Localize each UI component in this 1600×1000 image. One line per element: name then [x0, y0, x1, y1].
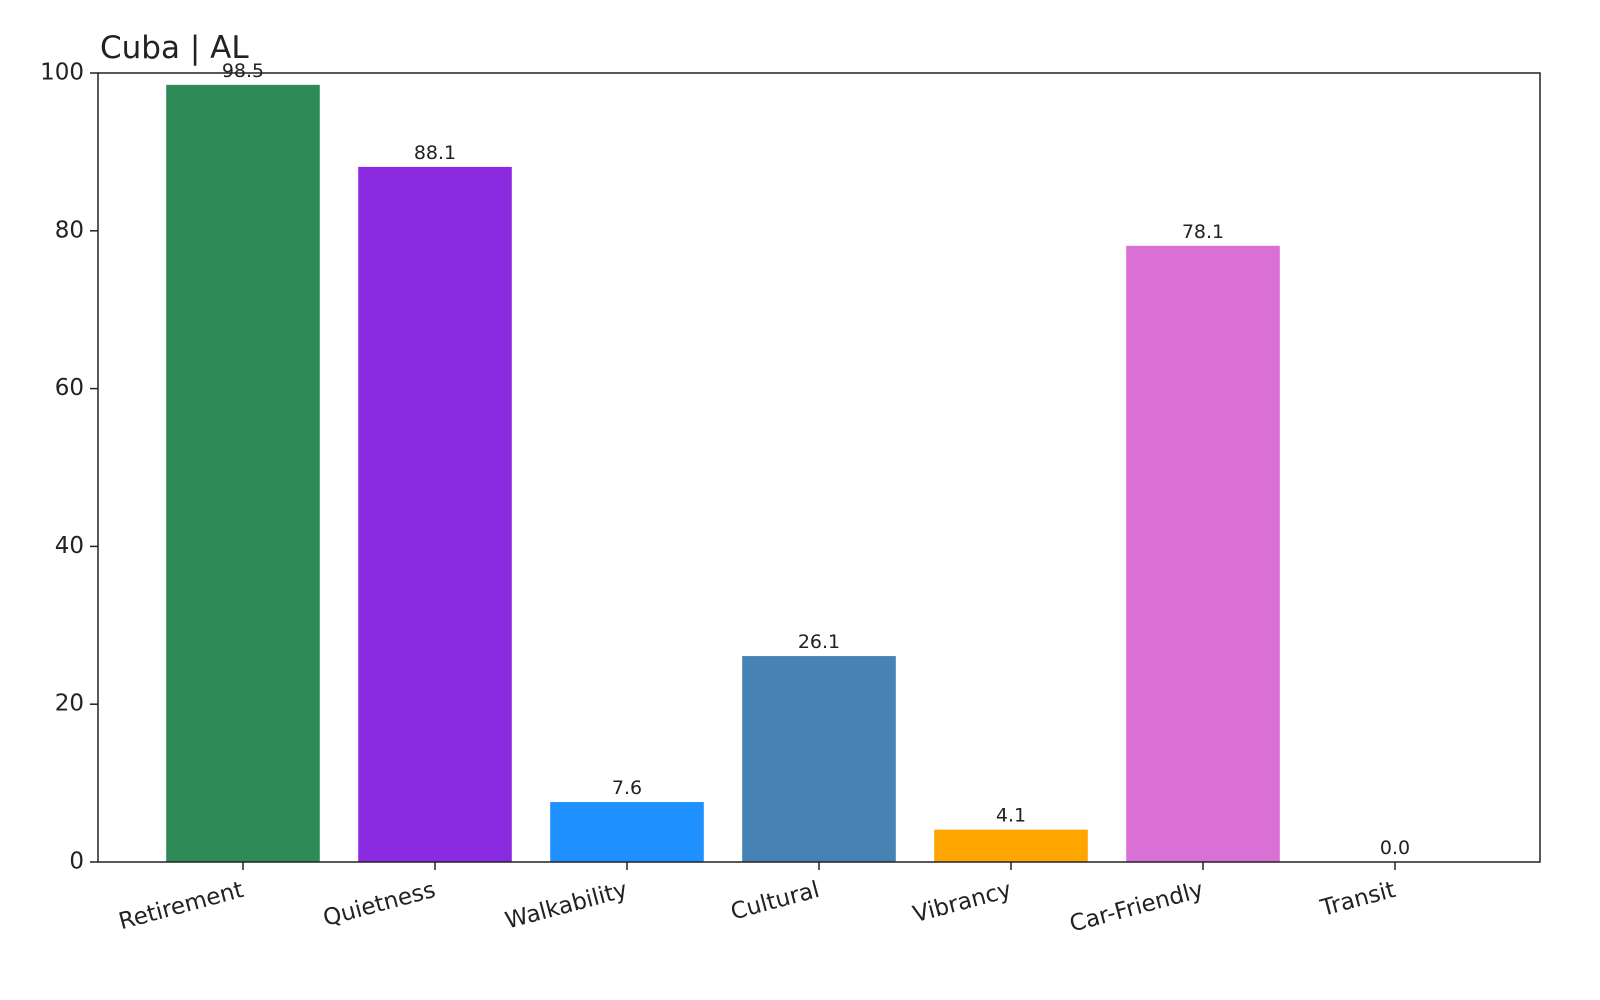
chart-title: Cuba | AL	[100, 30, 249, 66]
value-label: 88.1	[414, 142, 456, 164]
y-tick-label: 0	[69, 849, 84, 875]
bar	[358, 166, 512, 863]
x-tick-label: Transit	[1317, 877, 1398, 922]
y-tick-label: 60	[55, 375, 84, 401]
bar	[1126, 245, 1280, 862]
bar	[166, 84, 320, 862]
x-tick-label: Walkability	[503, 877, 631, 935]
value-label: 26.1	[798, 631, 840, 653]
value-label: 98.5	[222, 60, 264, 82]
bar	[550, 802, 704, 862]
value-label: 78.1	[1182, 221, 1224, 243]
y-tick-label: 20	[55, 691, 84, 717]
bar	[934, 829, 1088, 862]
y-tick-label: 100	[40, 60, 84, 86]
y-tick-label: 40	[55, 533, 84, 559]
plot-frame	[97, 72, 1541, 863]
x-tick-label: Quietness	[320, 877, 438, 932]
bar	[742, 656, 896, 862]
y-tick-label: 80	[55, 217, 84, 243]
x-tick-label: Car-Friendly	[1067, 877, 1206, 938]
value-label: 4.1	[996, 805, 1026, 827]
x-tick-label: Retirement	[116, 877, 246, 935]
value-label: 0.0	[1380, 837, 1410, 859]
x-tick-label: Cultural	[728, 877, 822, 926]
value-label: 7.6	[612, 777, 642, 799]
x-tick-label: Vibrancy	[910, 877, 1014, 928]
